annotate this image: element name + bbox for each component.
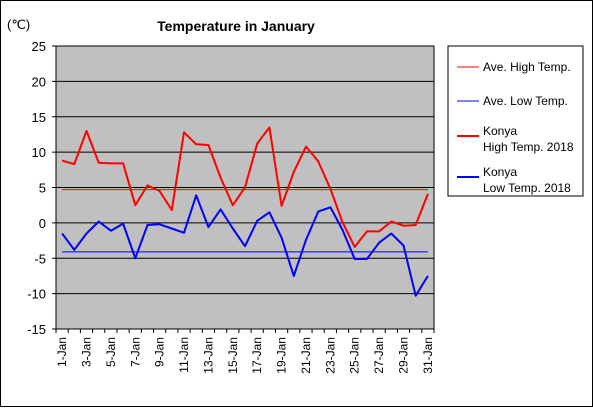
legend-label: Ave. Low Temp. — [483, 94, 568, 108]
y-axis-ticks: 25 20 15 10 5 0 -5 -10 -15 — [27, 39, 56, 337]
series-lines — [61, 126, 429, 297]
x-tick-label: 13-Jan — [201, 337, 215, 374]
y-tick-label: 25 — [32, 39, 46, 54]
x-tick-label: 19-Jan — [275, 337, 289, 374]
y-tick-label: 10 — [32, 145, 46, 160]
x-tick-label: 17-Jan — [250, 337, 264, 374]
x-tick-label: 27-Jan — [372, 337, 386, 374]
y-tick-label: 0 — [39, 216, 46, 231]
legend-entries: Ave. High Temp. Ave. Low Temp. Konya High T… — [457, 60, 574, 195]
y-tick-label: 20 — [32, 74, 46, 89]
x-tick-label: 31-Jan — [421, 337, 435, 374]
x-tick-label: 21-Jan — [299, 337, 313, 374]
legend-label: Konya Low Temp. 2018 — [483, 165, 571, 195]
x-tick-label: 7-Jan — [128, 337, 142, 367]
y-tick-label: 5 — [39, 181, 46, 196]
gridlines — [56, 80, 434, 295]
y-tick-label: -10 — [27, 287, 46, 302]
x-axis-ticks: 1-Jan 3-Jan 5-Jan 7-Jan 9-Jan 11-Jan 13-Jan 15-… — [55, 329, 435, 374]
y-tick-label: -5 — [34, 251, 46, 266]
x-tick-label: 23-Jan — [323, 337, 337, 374]
y-tick-label: -15 — [27, 322, 46, 337]
series-line-3 — [61, 194, 429, 297]
x-tick-label: 1-Jan — [55, 337, 69, 367]
x-tick-label: 9-Jan — [153, 337, 167, 367]
x-tick-label: 11-Jan — [177, 337, 191, 373]
x-tick-label: 5-Jan — [104, 337, 118, 367]
y-axis-unit-label: (℃) — [7, 17, 30, 32]
x-tick-label: 3-Jan — [79, 337, 93, 367]
legend — [447, 45, 584, 197]
y-tick-label: 15 — [32, 110, 46, 125]
legend-label: Konya High Temp. 2018 — [483, 124, 574, 154]
series-line-2 — [61, 126, 429, 248]
x-tick-label: 15-Jan — [226, 337, 240, 374]
legend-label: Ave. High Temp. — [483, 60, 571, 74]
chart-title: Temperature in January — [157, 18, 315, 34]
x-tick-label: 29-Jan — [397, 337, 411, 374]
x-tick-label: 25-Jan — [348, 337, 362, 374]
